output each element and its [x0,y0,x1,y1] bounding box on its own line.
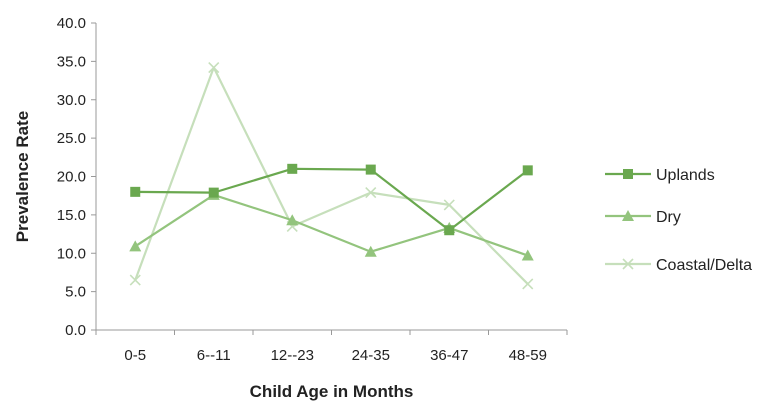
x-tick-label: 0-5 [124,347,146,364]
x-tick-label: 6--11 [197,347,231,364]
x-tick-label: 12--23 [271,347,314,364]
y-tick-label: 20.0 [57,169,86,186]
y-tick-label: 40.0 [57,15,86,32]
y-tick-label: 30.0 [57,92,86,109]
x-marker-stroke [129,274,141,286]
x-marker-stroke [208,61,220,74]
x-tick-label: 48-59 [509,347,547,364]
y-tick-label: 10.0 [57,245,86,262]
legend-marker [622,210,634,221]
series-dry [129,188,534,261]
x-tick-label: 24-35 [352,347,390,364]
y-tick-label: 35.0 [57,53,86,70]
data-point [286,214,299,226]
series-layer [129,61,534,290]
y-tick-label: 0.0 [65,322,86,339]
legend-label: Coastal/Delta [656,257,752,274]
data-point [365,164,376,175]
y-tick-label: 15.0 [57,207,86,224]
data-point [129,274,141,286]
series-line [134,66,529,285]
y-tick-label: 25.0 [57,130,86,147]
x-marker-stroke [622,258,634,270]
data-point [364,245,377,257]
legend-label: Uplands [656,167,715,184]
x-marker-stroke [522,278,534,290]
y-axis-ticks: 0.0 5.0 10.0 15.0 20.0 25.0 30.0 35.0 40.0 [57,15,96,339]
x-marker-stroke [443,199,455,211]
data-point [208,187,219,198]
series-line [134,193,529,257]
legend-item: Uplands [605,167,715,184]
data-point [287,163,298,174]
data-point [130,186,141,197]
x-axis-title: Child Age in Months [250,382,414,401]
x-tick-label: 36-47 [430,347,468,364]
series-line [135,167,529,232]
legend: Uplands Dry Coastal/Delta [605,167,752,274]
axes [95,23,567,331]
data-point [443,199,455,211]
series-coastal-delta [129,61,534,290]
legend-item: Dry [605,209,681,226]
data-point [522,165,533,176]
data-point [129,240,142,252]
y-tick-label: 5.0 [65,284,86,301]
y-axis-title: Prevalence Rate [13,111,32,242]
data-point [522,278,534,290]
data-point [208,61,220,74]
data-point [365,187,377,199]
legend-marker [623,169,633,179]
x-marker-stroke [365,187,377,199]
data-point [444,225,455,236]
data-point [521,249,534,261]
x-axis-ticks: 0-5 6--11 12--23 24-35 36-47 48-59 [95,330,568,364]
legend-marker [622,258,634,270]
legend-item: Coastal/Delta [605,257,752,274]
series-uplands [130,163,533,236]
legend-label: Dry [656,209,681,226]
